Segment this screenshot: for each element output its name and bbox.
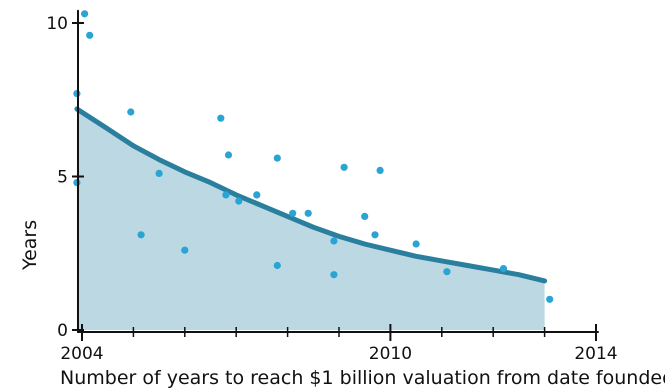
- data-point-24: [412, 240, 420, 248]
- area-fill: [76, 109, 545, 330]
- points-layer: [73, 10, 554, 303]
- data-point-27: [546, 295, 554, 303]
- data-point-18: [330, 271, 338, 279]
- data-point-23: [376, 166, 384, 174]
- data-point-9: [217, 114, 225, 122]
- data-point-17: [304, 209, 312, 217]
- data-point-3: [81, 10, 89, 18]
- data-point-10: [222, 191, 230, 199]
- y-axis-title: Years: [19, 220, 41, 271]
- y-tick-label: 0: [57, 321, 68, 341]
- data-point-7: [155, 169, 163, 177]
- data-point-15: [273, 261, 281, 270]
- x-axis-title: Number of years to reach $1 billion valu…: [60, 367, 665, 389]
- data-point-1: [73, 179, 81, 187]
- data-point-25: [443, 268, 451, 276]
- axes: 2004 2010 2014 0 5 10: [46, 9, 618, 364]
- trend-line: [74, 106, 548, 284]
- trend-layer: [74, 106, 548, 284]
- data-point-2: [73, 90, 81, 98]
- area-layer: [76, 109, 545, 330]
- y-tick-label: 5: [57, 168, 68, 188]
- data-point-21: [361, 212, 369, 220]
- data-point-13: [253, 191, 261, 199]
- x-tick-label: 2004: [60, 344, 103, 364]
- data-point-19: [330, 237, 338, 245]
- data-point-5: [127, 108, 135, 116]
- data-point-14: [273, 154, 281, 162]
- data-point-8: [181, 246, 189, 254]
- data-point-20: [340, 163, 348, 171]
- x-tick-label: 2010: [369, 344, 412, 364]
- data-point-16: [289, 209, 297, 217]
- x-tick-label: 2014: [574, 344, 617, 364]
- data-point-12: [235, 197, 243, 205]
- data-point-11: [224, 151, 233, 159]
- data-point-26: [499, 265, 508, 273]
- data-point-6: [137, 231, 145, 239]
- data-point-4: [86, 31, 94, 39]
- data-point-22: [371, 231, 379, 239]
- y-tick-label: 10: [46, 14, 68, 34]
